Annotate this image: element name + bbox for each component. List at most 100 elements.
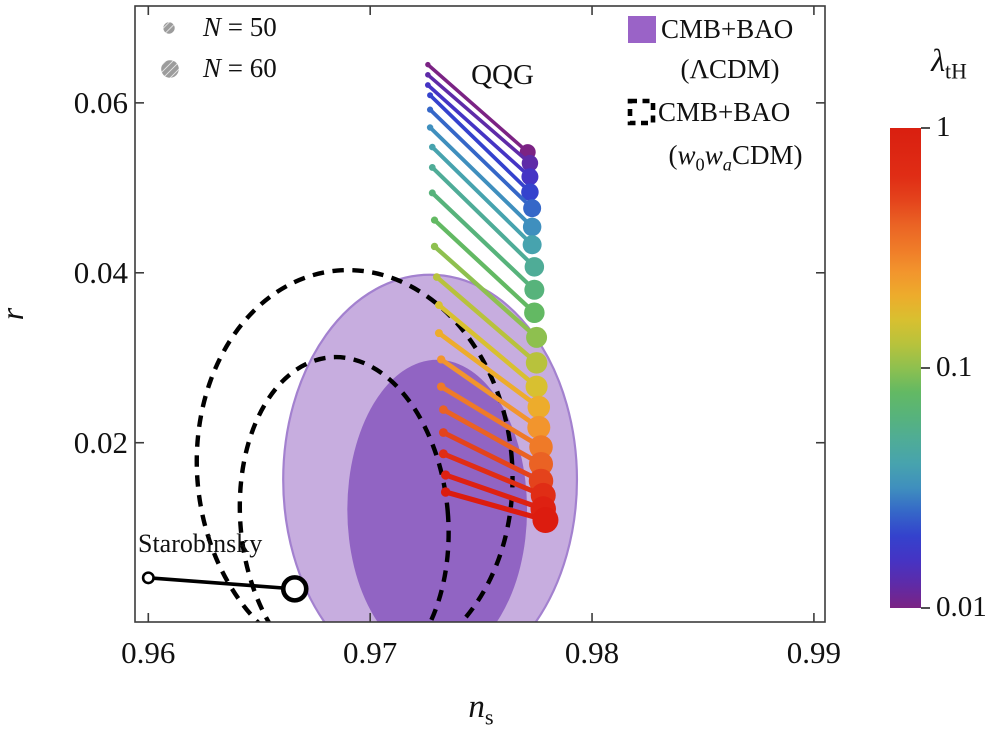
- segment-dot-n50: [434, 329, 443, 338]
- label-part: w: [704, 140, 723, 170]
- segment-dot-n60: [524, 279, 545, 300]
- label-part: s: [484, 704, 494, 730]
- segment-dot-n60: [527, 395, 551, 419]
- label-part: N: [203, 12, 222, 42]
- segment-dot-n50: [426, 124, 434, 131]
- segment-line: [426, 73, 532, 165]
- segment-dot-n50: [428, 189, 436, 197]
- segment-dot-n60: [521, 168, 539, 186]
- segment-dot-n50: [438, 428, 448, 437]
- segment-dot-n50: [436, 382, 446, 391]
- segment-line: [444, 472, 545, 512]
- segment-dot-n50: [438, 449, 448, 459]
- y-tick-label: 0.02: [73, 424, 128, 460]
- segment-dot-n50: [424, 82, 431, 88]
- label-part: r: [0, 308, 30, 320]
- legend-n60-label: N = 60: [203, 55, 277, 82]
- plot-frame: [134, 5, 826, 623]
- segment-line: [430, 191, 536, 292]
- segment-dot-n60: [527, 415, 551, 439]
- segment-line: [444, 489, 547, 523]
- starobinsky-dot-n60: [280, 575, 309, 603]
- label-part: CMB+BAO: [658, 97, 791, 127]
- segment-dot-n50: [427, 92, 434, 99]
- y-tick-label: 0.06: [73, 84, 128, 120]
- segment-line: [433, 244, 539, 339]
- segment-dot-n60: [525, 375, 548, 398]
- segment-line: [433, 218, 536, 315]
- segment-dot-n60: [522, 235, 542, 255]
- segment-line: [439, 384, 543, 450]
- segment-dot-n50: [437, 355, 446, 364]
- w0wa-dashed-contour-outer: [194, 267, 515, 622]
- segment-line: [442, 451, 545, 498]
- label-part: tH: [945, 59, 967, 84]
- segment-dot-n60: [523, 199, 542, 218]
- w0wa-dashed-contour-inner: [237, 354, 451, 622]
- segment-dot-n60: [521, 183, 539, 201]
- segment-dot-n50: [430, 216, 439, 224]
- x-tick-label: 0.99: [786, 635, 842, 670]
- starobinsky-dot-n50: [141, 571, 155, 585]
- legend-w0wa-dashed-swatch-icon: [627, 98, 656, 126]
- label-part: = 60: [221, 53, 277, 83]
- segment-dot-n50: [428, 143, 436, 151]
- legend-n60-marker-icon: [161, 60, 179, 78]
- segment-dot-n50: [440, 487, 451, 497]
- legend-lcdm-swatch-icon: [628, 16, 656, 43]
- segment-dot-n50: [435, 301, 443, 309]
- segment-dot-n60: [524, 257, 545, 277]
- x-tick-label: 0.98: [564, 635, 620, 670]
- segment-dot-n60: [525, 352, 548, 374]
- colorbar-title: λtH: [908, 43, 990, 88]
- segment-dot-n60: [529, 435, 553, 459]
- label-part: n: [468, 689, 485, 725]
- label-part: CDM): [731, 140, 803, 170]
- label-part: a: [722, 154, 732, 175]
- label-part: (ΛCDM): [680, 54, 780, 84]
- segment-line: [428, 108, 534, 210]
- segment-line: [435, 275, 539, 365]
- segment-line: [426, 83, 532, 179]
- label-part: 0: [695, 154, 705, 175]
- segment-dot-n50: [439, 405, 448, 414]
- segment-line: [439, 357, 541, 430]
- y-axis-label: r: [0, 296, 30, 332]
- legend-w0wa-sub-label: (w0waCDM): [658, 142, 813, 178]
- segment-line: [430, 165, 536, 269]
- colorbar-tick-label: 0.01: [936, 591, 987, 623]
- qqg-label: QQG: [471, 59, 534, 91]
- label-part: w: [677, 140, 696, 170]
- legend-lcdm-sub-label: (ΛCDM): [664, 56, 796, 83]
- legend-n50-marker-icon: [163, 22, 175, 34]
- segment-line: [437, 303, 539, 389]
- segment-dot-n60: [526, 326, 548, 348]
- segment-dot-n50: [425, 72, 431, 78]
- segment-dot-n60: [532, 507, 559, 534]
- colorbar-tick-label: 1: [936, 111, 951, 143]
- label-part: CMB+BAO: [661, 14, 794, 44]
- segment-dot-n60: [529, 451, 554, 476]
- legend-cmb-w0wa-label: CMB+BAO: [658, 99, 790, 126]
- segment-dot-n60: [521, 154, 539, 172]
- segment-dot-n50: [441, 470, 451, 480]
- legend-n50-label: N = 50: [203, 14, 277, 41]
- segment-line: [426, 63, 529, 154]
- starobinsky-line: [148, 576, 295, 591]
- label-part: λ: [931, 42, 946, 78]
- segment-dot-n50: [432, 273, 441, 281]
- segment-dot-n60: [522, 217, 542, 237]
- segment-line: [430, 145, 534, 247]
- x-tick-label: 0.96: [121, 635, 176, 670]
- segment-dot-n50: [425, 61, 431, 68]
- x-tick-label: 0.97: [343, 635, 398, 670]
- starobinsky-label: Starobinsky: [138, 529, 263, 558]
- segment-dot-n50: [426, 106, 434, 113]
- y-tick-label: 0.04: [73, 254, 128, 290]
- segment-line: [428, 93, 532, 194]
- label-part: N: [203, 53, 222, 83]
- segment-line: [437, 331, 541, 409]
- segment-dot-n50: [428, 164, 436, 171]
